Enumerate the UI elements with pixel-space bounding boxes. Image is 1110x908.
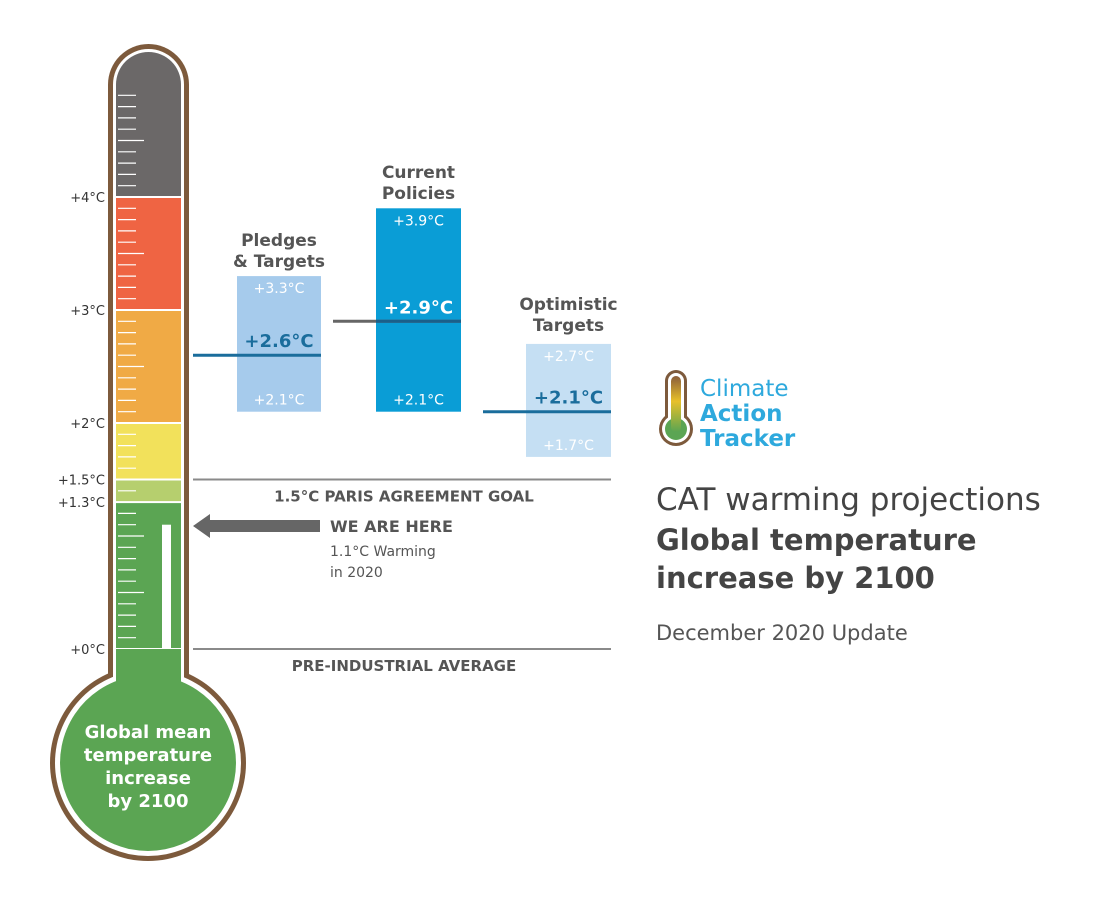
- high-estimate-label: +3.9°C: [393, 213, 444, 229]
- we-are-here-arrow: [193, 514, 320, 538]
- bulb-neck: [116, 649, 181, 689]
- logo-line-2: Action: [700, 401, 783, 427]
- projection-title-line: Policies: [382, 184, 455, 204]
- bulb-label-line: by 2100: [108, 791, 189, 812]
- bulb-label-line: temperature: [84, 745, 212, 766]
- axis-tick-label: +1.5°C: [58, 474, 105, 489]
- projection-range-bar: [376, 208, 461, 412]
- reference-line-label: PRE-INDUSTRIAL AVERAGE: [292, 657, 517, 675]
- chart-subtitle: CAT warming projections: [656, 482, 1041, 518]
- chart-title-line-2: increase by 2100: [656, 561, 935, 595]
- axis-tick-label: +1.3°C: [58, 496, 105, 511]
- central-estimate-label: +2.1°C: [534, 388, 603, 409]
- projection-title-line: & Targets: [233, 252, 325, 272]
- axis-tick-label: +0°C: [70, 643, 105, 658]
- band-separator-1: [116, 501, 181, 504]
- we-are-here-year: in 2020: [330, 565, 383, 581]
- we-are-here-title: WE ARE HERE: [330, 517, 453, 536]
- thermometer: +0°C +1.3°C +1.5°C +2°C +3°C +4°C Global meant…: [50, 44, 246, 861]
- high-estimate-label: +3.3°C: [254, 281, 305, 297]
- update-label: December 2020 Update: [656, 621, 908, 645]
- bulb-fill: [60, 675, 236, 851]
- projection-pledges-targets: +3.3°C +2.1°C +2.6°C Pledges& Targets: [193, 231, 325, 412]
- axis-tick-label: +4°C: [70, 191, 105, 206]
- axis-tick-label: +3°C: [70, 304, 105, 319]
- projection-title-line: Pledges: [241, 231, 317, 251]
- tube-bands: [116, 52, 181, 720]
- reference-lines: 1.5°C PARIS AGREEMENT GOAL PRE-INDUSTRIAL…: [193, 478, 611, 675]
- logo-line-3: Tracker: [700, 426, 796, 452]
- bulb-label-line: Global mean: [85, 722, 212, 743]
- current-warming-column: [162, 524, 171, 649]
- low-estimate-label: +2.1°C: [393, 393, 444, 409]
- reference-line-label: 1.5°C PARIS AGREEMENT GOAL: [274, 488, 534, 506]
- temperature-band-5: [116, 52, 181, 197]
- band-separator-3: [116, 422, 181, 424]
- low-estimate-label: +2.1°C: [254, 393, 305, 409]
- logo-tube-fill: [671, 376, 681, 432]
- band-separator-5: [116, 196, 181, 198]
- projection-title-line: Current: [382, 163, 455, 183]
- axis-tick-label: +2°C: [70, 417, 105, 432]
- low-estimate-label: +1.7°C: [543, 438, 594, 454]
- band-separator-2: [116, 478, 181, 481]
- high-estimate-label: +2.7°C: [543, 349, 594, 365]
- projection-bars: +3.3°C +2.1°C +2.6°C Pledges& Targets +3.9°C…: [193, 163, 618, 457]
- central-estimate-label: +2.6°C: [244, 331, 313, 352]
- projection-range-bar: [526, 343, 611, 457]
- chart-title-line-1: Global temperature: [656, 523, 977, 557]
- band-separator-4: [116, 309, 181, 311]
- logo-line-1: Climate: [700, 376, 789, 402]
- tube-minor-ticks: [118, 94, 144, 639]
- projection-title-line: Targets: [533, 316, 604, 336]
- side-title-block: CAT warming projections Global temperatu…: [656, 482, 1041, 645]
- cat-logo: Climate Action Tracker: [659, 370, 796, 452]
- projection-range-bar: [237, 276, 321, 412]
- central-estimate-label: +2.9°C: [384, 297, 453, 318]
- temperature-band-2: [116, 423, 181, 480]
- we-are-here-detail: 1.1°C Warming: [330, 544, 436, 560]
- current-warming-marker: WE ARE HERE 1.1°C Warming in 2020: [193, 514, 453, 581]
- projection-title-line: Optimistic: [519, 295, 617, 315]
- bulb-label-line: increase: [105, 768, 191, 789]
- temperature-band-1: [116, 479, 181, 503]
